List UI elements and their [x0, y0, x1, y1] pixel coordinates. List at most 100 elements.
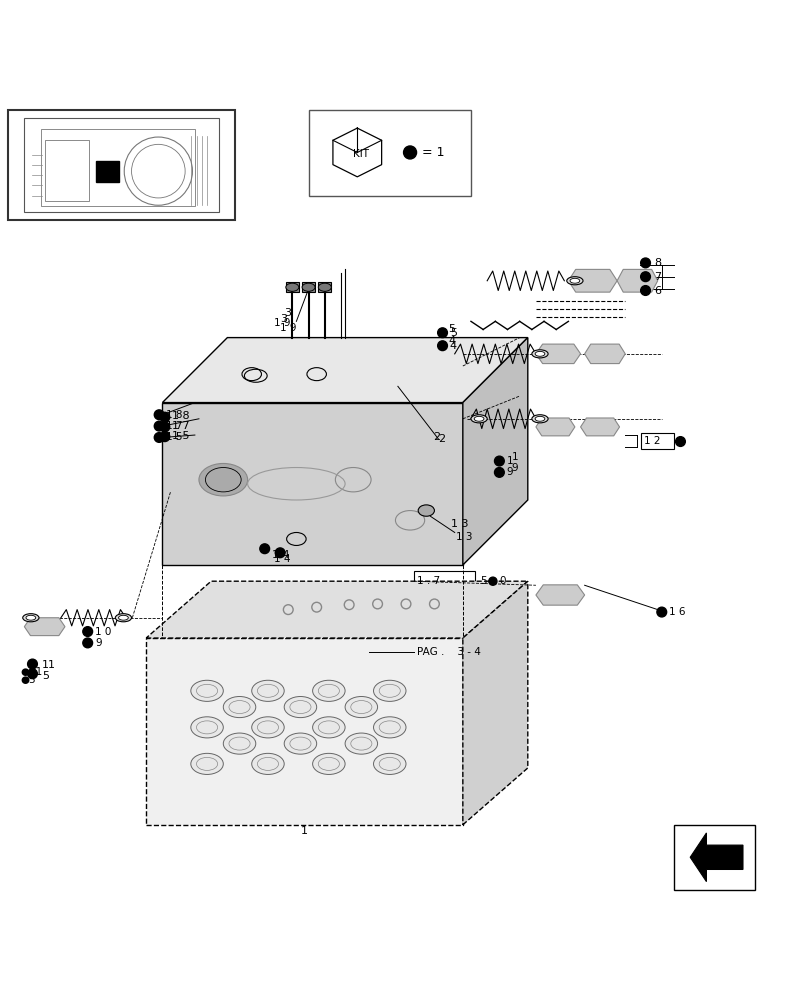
- Circle shape: [437, 341, 447, 351]
- Circle shape: [83, 638, 92, 648]
- Circle shape: [83, 627, 92, 636]
- Text: 3: 3: [284, 308, 291, 318]
- Ellipse shape: [312, 753, 345, 774]
- Text: 0: 0: [499, 576, 505, 586]
- Ellipse shape: [302, 283, 315, 291]
- Text: 5: 5: [479, 576, 486, 586]
- Text: 1 2: 1 2: [643, 436, 659, 446]
- Circle shape: [488, 577, 496, 585]
- Text: 1 5: 1 5: [172, 431, 190, 441]
- Ellipse shape: [118, 615, 128, 620]
- Text: 1 9: 1 9: [273, 318, 290, 328]
- Circle shape: [640, 258, 650, 268]
- Circle shape: [437, 328, 447, 338]
- Text: 1 . 7: 1 . 7: [416, 576, 439, 586]
- Ellipse shape: [373, 717, 406, 738]
- Text: 1: 1: [301, 826, 307, 836]
- Ellipse shape: [115, 614, 131, 622]
- Ellipse shape: [23, 614, 39, 622]
- Circle shape: [160, 422, 169, 432]
- Circle shape: [275, 548, 285, 558]
- Polygon shape: [162, 338, 527, 403]
- Bar: [24, 118, 219, 212]
- Circle shape: [494, 456, 504, 466]
- Polygon shape: [535, 418, 574, 436]
- Text: 4: 4: [449, 341, 457, 351]
- Ellipse shape: [284, 697, 316, 718]
- Text: 1: 1: [511, 452, 517, 462]
- Text: 1 5: 1 5: [166, 432, 182, 442]
- Circle shape: [154, 421, 164, 431]
- Polygon shape: [580, 418, 619, 436]
- Bar: [641, 433, 673, 449]
- Text: 5: 5: [449, 328, 457, 338]
- Text: 2: 2: [432, 432, 440, 442]
- Ellipse shape: [569, 278, 579, 283]
- Ellipse shape: [199, 463, 247, 496]
- Bar: [96, 161, 118, 182]
- Ellipse shape: [223, 733, 255, 754]
- Circle shape: [160, 412, 169, 422]
- Circle shape: [28, 669, 37, 679]
- Text: 2: 2: [438, 434, 445, 444]
- Polygon shape: [616, 269, 657, 292]
- Bar: [318, 282, 331, 292]
- Ellipse shape: [534, 416, 544, 421]
- Polygon shape: [535, 344, 580, 364]
- Ellipse shape: [191, 680, 223, 701]
- Circle shape: [28, 659, 37, 669]
- Bar: [673, 825, 754, 890]
- Text: = 1: = 1: [422, 146, 444, 159]
- Circle shape: [656, 607, 666, 617]
- Bar: [308, 110, 470, 196]
- Text: 1: 1: [506, 456, 513, 466]
- Polygon shape: [568, 269, 616, 292]
- Polygon shape: [146, 581, 527, 638]
- Text: 9: 9: [506, 467, 513, 477]
- Ellipse shape: [191, 717, 223, 738]
- Text: 3: 3: [280, 314, 287, 324]
- Ellipse shape: [223, 697, 255, 718]
- Ellipse shape: [566, 277, 582, 285]
- Circle shape: [154, 433, 164, 442]
- Ellipse shape: [474, 416, 483, 421]
- Text: 1 8: 1 8: [172, 411, 190, 421]
- Bar: [302, 282, 315, 292]
- Circle shape: [260, 544, 269, 554]
- Text: 1 4: 1 4: [272, 550, 290, 560]
- Circle shape: [640, 272, 650, 282]
- Ellipse shape: [470, 415, 487, 423]
- Ellipse shape: [284, 733, 316, 754]
- Bar: [414, 571, 474, 591]
- Text: 1 4: 1 4: [274, 554, 290, 564]
- Text: 4: 4: [448, 336, 455, 346]
- Ellipse shape: [318, 283, 331, 291]
- Ellipse shape: [345, 697, 377, 718]
- Text: 9: 9: [95, 638, 101, 648]
- Text: PAG .    3 - 4: PAG . 3 - 4: [416, 647, 480, 657]
- Ellipse shape: [312, 717, 345, 738]
- Ellipse shape: [531, 350, 547, 358]
- Text: 7: 7: [654, 272, 661, 282]
- Text: ●11: ●11: [20, 667, 42, 677]
- Bar: [45, 140, 89, 201]
- Ellipse shape: [251, 717, 284, 738]
- Polygon shape: [462, 338, 527, 565]
- Text: 1 7: 1 7: [166, 421, 182, 431]
- Ellipse shape: [26, 615, 36, 620]
- Text: 5: 5: [448, 324, 455, 334]
- Text: 1 0: 1 0: [95, 627, 111, 637]
- Ellipse shape: [251, 753, 284, 774]
- Text: 1 8: 1 8: [166, 410, 182, 420]
- Circle shape: [154, 410, 164, 420]
- Text: 1 6: 1 6: [668, 607, 684, 617]
- Ellipse shape: [531, 415, 547, 423]
- Polygon shape: [162, 403, 462, 565]
- Ellipse shape: [312, 680, 345, 701]
- Ellipse shape: [285, 283, 298, 291]
- Bar: [285, 282, 298, 292]
- Circle shape: [640, 286, 650, 295]
- Text: 9: 9: [511, 463, 517, 473]
- Polygon shape: [535, 585, 584, 605]
- Polygon shape: [24, 618, 65, 636]
